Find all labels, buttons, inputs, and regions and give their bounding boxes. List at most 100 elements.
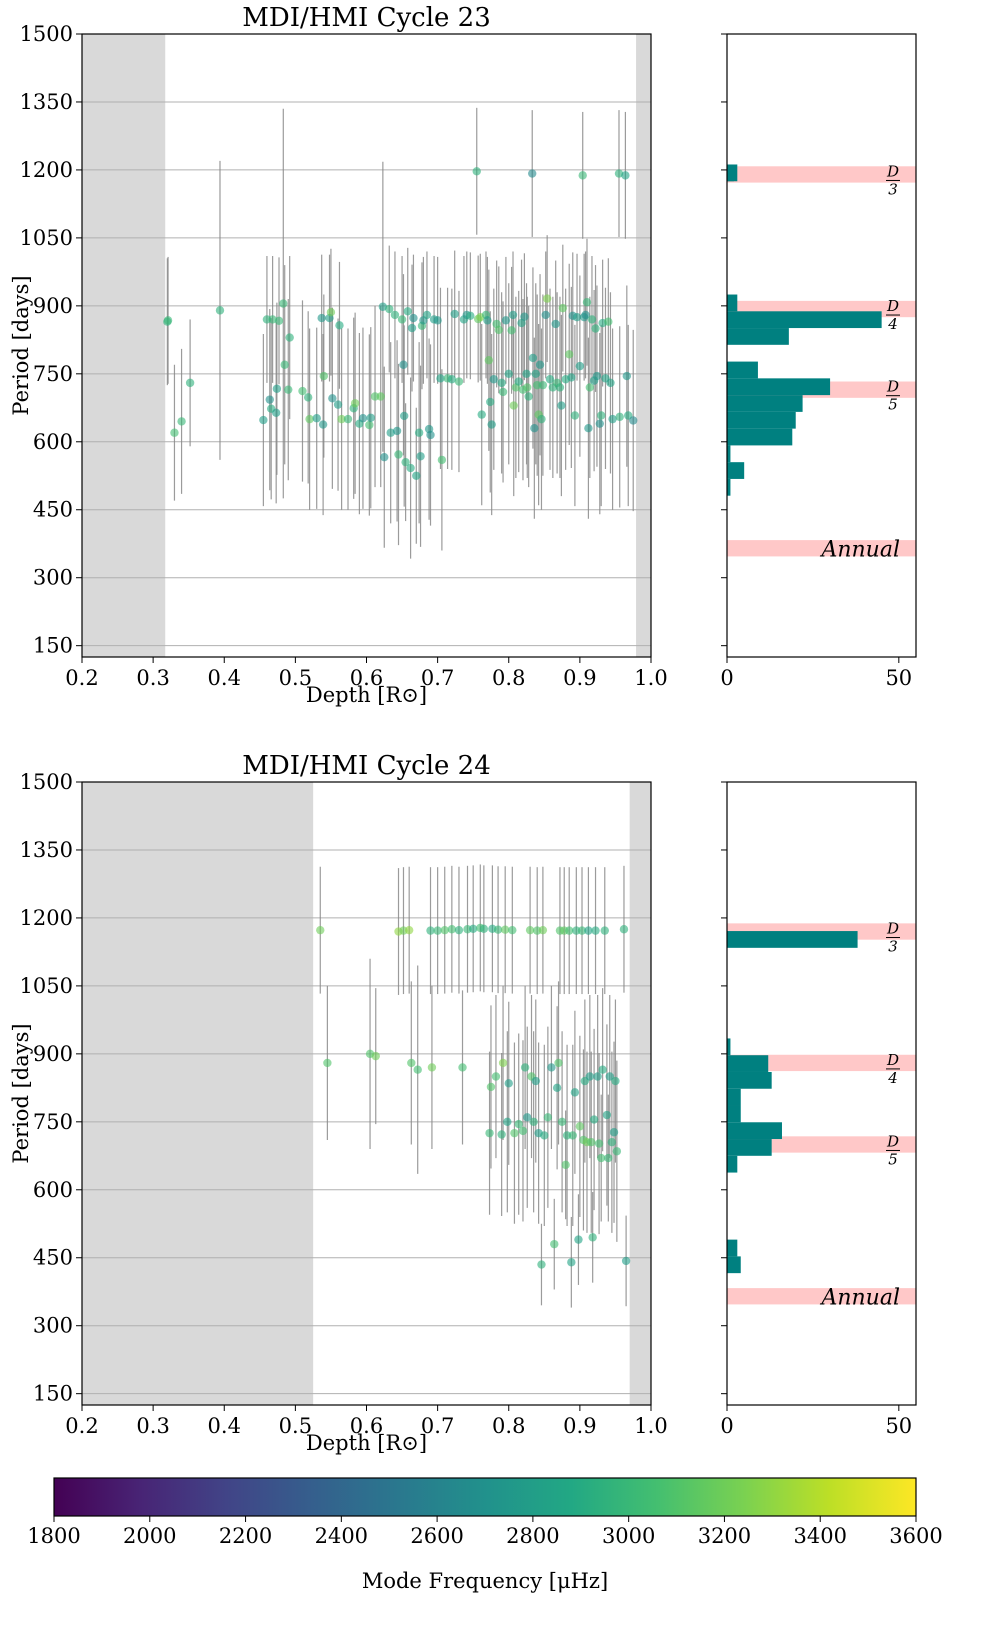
x-tick-label: 0.7 (421, 666, 454, 690)
data-point (518, 1126, 528, 1136)
data-point (350, 399, 360, 408)
data-point (524, 392, 533, 401)
histogram-x-tick-label: 0 (720, 666, 733, 690)
data-point (454, 377, 464, 386)
data-point (279, 299, 288, 308)
histogram-bar (727, 1055, 769, 1072)
data-point (503, 1117, 512, 1127)
period-band (727, 1136, 916, 1153)
data-point (365, 420, 374, 430)
data-point (426, 926, 435, 935)
data-point (385, 304, 394, 314)
y-tick-label: 750 (33, 1110, 73, 1134)
data-point (581, 310, 590, 320)
excluded-depth-region (82, 34, 166, 657)
data-point (328, 394, 337, 403)
data-point (318, 420, 328, 429)
chart-panel-2: 150 300 450 600 750 900 1050 1200 1350 1500 0.2 0.3… (9, 751, 668, 1455)
x-tick-label: 0.3 (136, 666, 169, 690)
data-point (337, 414, 346, 424)
colorbar-tick-label: 3600 (889, 1524, 942, 1548)
x-tick-label: 0.6 (350, 666, 383, 690)
data-point (378, 302, 388, 311)
band-label-denominator: 4 (887, 315, 898, 333)
data-point (555, 383, 565, 392)
x-tick-label: 0.3 (136, 1414, 169, 1438)
data-point (399, 411, 409, 421)
x-axis-label: Depth [R⊙] (306, 1431, 427, 1455)
data-point (413, 1065, 422, 1074)
y-tick-label: 1200 (20, 158, 73, 182)
data-point (280, 360, 289, 369)
data-point (497, 378, 506, 388)
data-point (529, 1117, 538, 1127)
data-point (458, 1063, 467, 1072)
colorbar-tick-label: 1800 (27, 1524, 80, 1548)
data-point (440, 925, 449, 935)
y-tick-label: 1350 (20, 838, 73, 862)
excluded-depth-region (82, 782, 314, 1405)
data-point (575, 361, 585, 371)
data-point (390, 310, 400, 320)
data-point (538, 925, 548, 935)
period-band (727, 1288, 916, 1305)
data-point (611, 1076, 620, 1086)
data-point (604, 317, 613, 326)
histogram-bar (727, 294, 738, 312)
histogram-bar (727, 1071, 772, 1089)
colorbar-tick-label: 3000 (602, 1524, 655, 1548)
y-tick-label: 900 (33, 294, 73, 318)
histogram-x-tick-label: 50 (885, 666, 912, 690)
data-point (380, 452, 389, 462)
data-point (285, 333, 294, 342)
y-tick-label: 150 (33, 634, 73, 658)
data-point (537, 414, 546, 424)
data-point (412, 471, 421, 480)
colorbar-tick-label: 3400 (793, 1524, 846, 1548)
data-point (447, 375, 457, 384)
colorbar-tick-label: 2200 (219, 1524, 272, 1548)
data-point (401, 457, 410, 467)
data-point (597, 1153, 606, 1163)
histogram-bar (727, 428, 793, 446)
data-point (436, 374, 445, 383)
band-label-numerator: D (886, 297, 899, 315)
data-point (558, 303, 568, 313)
data-point (585, 383, 595, 392)
y-tick-label: 1350 (20, 90, 73, 114)
y-tick-label: 450 (33, 1246, 73, 1270)
histogram-bar (727, 164, 734, 182)
data-point (177, 417, 186, 426)
data-point (531, 1076, 540, 1086)
histogram-bar (727, 462, 745, 479)
data-point (542, 294, 552, 303)
x-tick-label: 0.8 (492, 666, 525, 690)
data-point (358, 414, 368, 423)
x-tick-label: 0.8 (492, 1414, 525, 1438)
data-point (491, 1072, 501, 1081)
colorbar-tick-label: 2400 (315, 1524, 368, 1548)
data-point (621, 171, 630, 180)
data-point (592, 371, 602, 381)
data-point (552, 1083, 562, 1093)
data-point (494, 325, 503, 335)
data-point (507, 326, 516, 335)
colorbar-gradient (53, 1477, 917, 1517)
data-point (333, 400, 343, 409)
y-tick-label: 300 (33, 566, 73, 590)
data-point (600, 926, 609, 935)
data-point (535, 360, 545, 369)
data-point (612, 1147, 622, 1156)
data-point (528, 353, 538, 363)
data-point (504, 369, 513, 379)
data-point (450, 309, 459, 319)
x-tick-label: 0.6 (350, 1414, 383, 1438)
y-tick-label: 900 (33, 1042, 73, 1066)
data-point (530, 423, 539, 433)
histogram-bar (727, 1155, 738, 1173)
colorbar-label: Mode Frequency [μHz] (362, 1569, 608, 1593)
data-point (163, 316, 173, 325)
data-point (575, 1122, 585, 1131)
data-point (185, 378, 195, 388)
